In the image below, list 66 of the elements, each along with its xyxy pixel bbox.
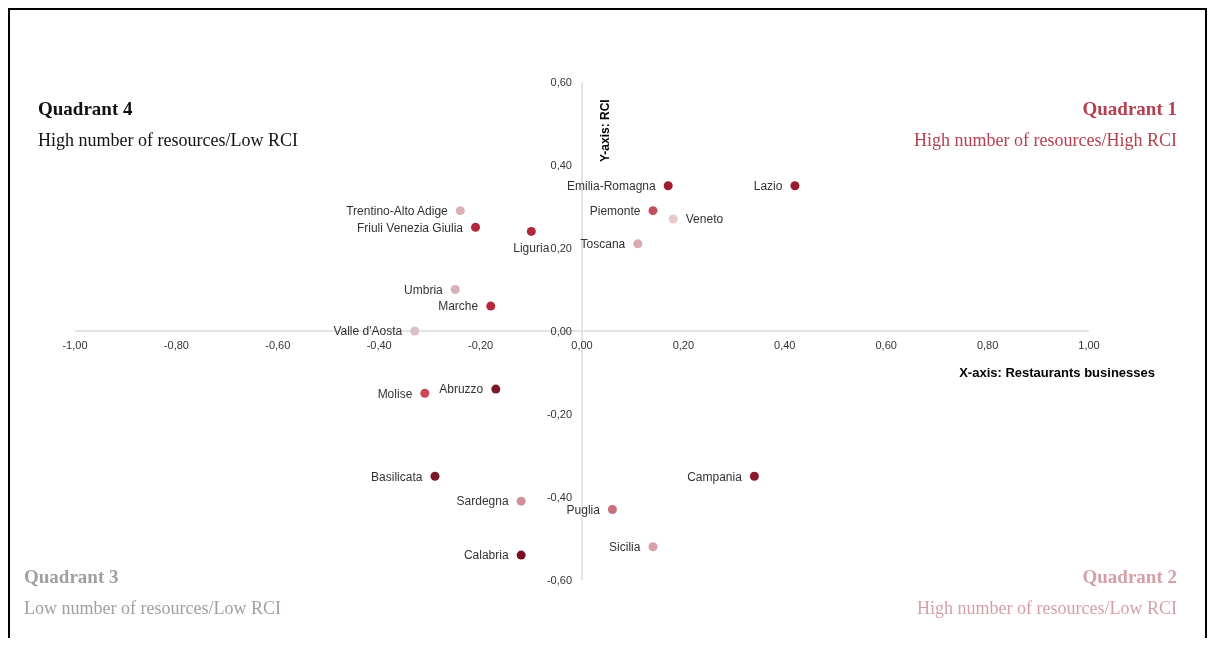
y-tick-label: 0,20	[550, 242, 572, 254]
series-label: Trentino-Alto Adige	[346, 203, 449, 218]
annotation: Quadrant 4	[38, 98, 133, 120]
x-tick-label: -0,40	[366, 339, 392, 351]
point	[491, 384, 501, 394]
series-label: Sicilia	[609, 540, 641, 555]
series-label: Campania	[687, 469, 743, 484]
point	[516, 496, 526, 506]
series-label: Veneto	[685, 212, 724, 227]
text: High number of resources/Low RCI	[917, 598, 1177, 619]
annotation: Quadrant 2	[1082, 566, 1177, 588]
x-tick-label: 0,40	[774, 339, 796, 351]
series-label: Valle d'Aosta	[333, 324, 403, 339]
series-label: Piemonte	[589, 203, 641, 218]
x-tick-label: -0,20	[468, 339, 494, 351]
y-tick-label: 0,60	[550, 76, 572, 88]
series-label: Abruzzo	[439, 382, 484, 397]
point	[607, 504, 617, 514]
series-label: Basilicata	[371, 469, 423, 484]
series-label: Puglia	[566, 502, 601, 517]
series-label: Toscana	[580, 237, 626, 252]
series-label: Sardegna	[456, 494, 509, 509]
x-tick-label: 0,60	[875, 339, 897, 351]
point	[633, 239, 643, 249]
y-tick-label: -0,20	[546, 408, 572, 420]
y-tick-label: -0,40	[546, 491, 572, 503]
x-tick-label: 0,00	[571, 339, 593, 351]
series-label: Lazio	[753, 179, 783, 194]
point	[430, 471, 440, 481]
point	[648, 206, 658, 216]
point	[420, 388, 430, 398]
point	[749, 471, 759, 481]
y-tick-label: 0,00	[550, 325, 572, 337]
annotation: Quadrant 3	[24, 566, 119, 588]
series-label: Emilia-Romagna	[566, 179, 656, 194]
x-tick-label: 0,20	[672, 339, 695, 351]
x-tick-label: 0,80	[976, 339, 999, 351]
y-tick-label: -0,60	[546, 574, 572, 586]
point	[516, 550, 526, 560]
x-tick-label: -1,00	[62, 339, 88, 351]
series-label: Liguria	[513, 241, 550, 256]
series-label: Friuli Venezia Giulia	[356, 220, 464, 235]
text: Low number of resources/Low RCI	[24, 598, 281, 619]
series-label: Calabria	[463, 548, 509, 563]
point	[455, 206, 465, 216]
x-axis-title: X-axis: Restaurants businesses	[959, 365, 1155, 380]
y-axis-title: Y-axis: RCI	[598, 99, 612, 162]
point	[663, 181, 673, 191]
annotation: High number of resources/High RCI	[914, 130, 1177, 151]
point	[410, 326, 420, 336]
point	[526, 226, 536, 236]
point	[668, 214, 678, 224]
x-tick-label: -0,80	[163, 339, 189, 351]
series-label: Marche	[438, 299, 479, 314]
point	[471, 222, 481, 232]
point	[648, 542, 658, 552]
point	[790, 181, 800, 191]
series-label: Umbria	[404, 282, 444, 297]
annotation: Quadrant 1	[1082, 98, 1177, 120]
point	[486, 301, 496, 311]
point	[450, 284, 460, 295]
y-tick-label: 0,40	[550, 159, 572, 171]
x-tick-label: 1,00	[1078, 339, 1100, 351]
annotation: High number of resources/Low RCI	[38, 130, 298, 151]
series-label: Molise	[377, 386, 413, 401]
x-tick-label: -0,60	[265, 339, 291, 351]
